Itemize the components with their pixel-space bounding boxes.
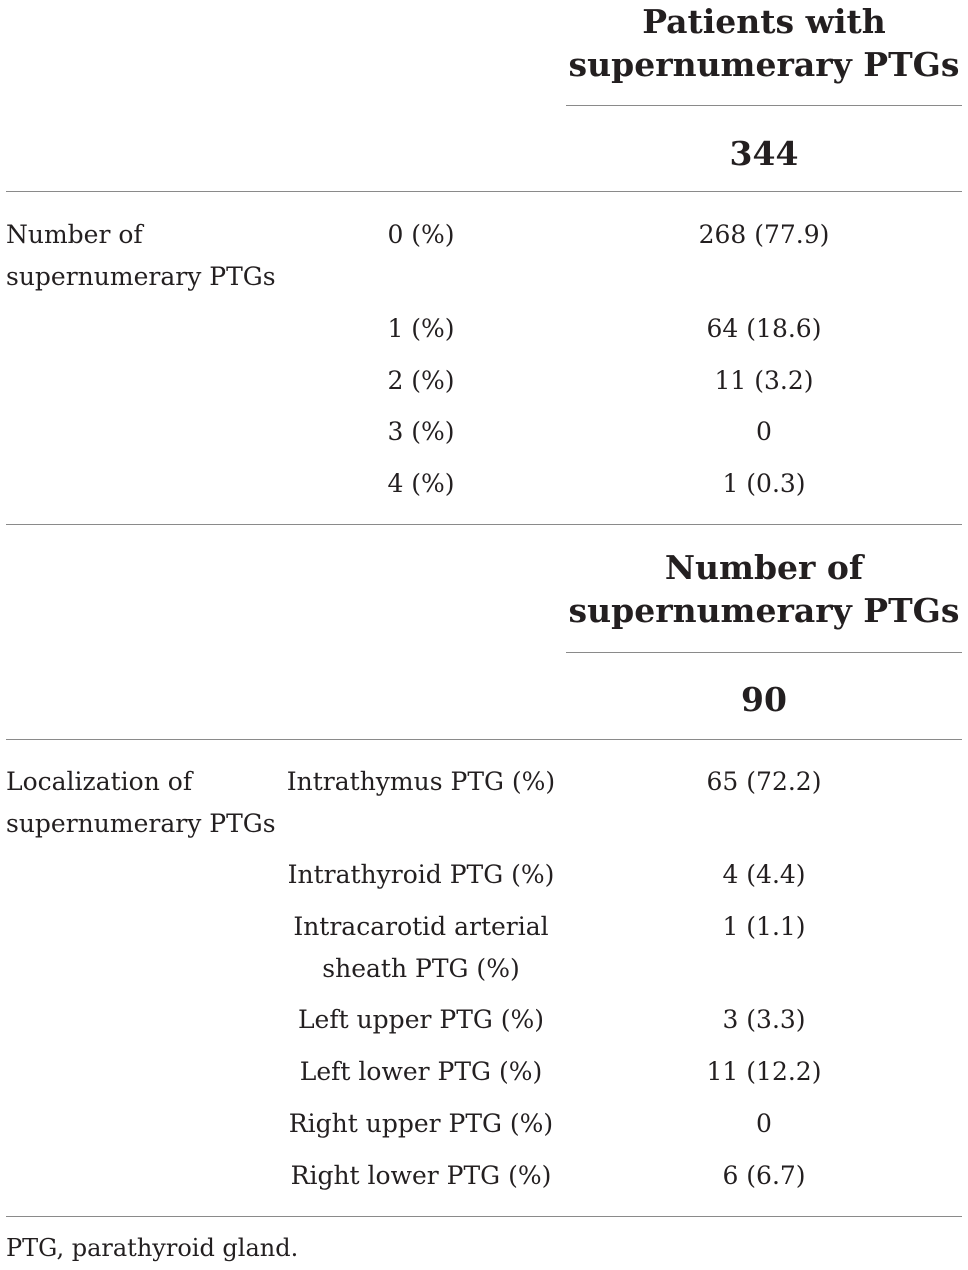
section2-header-line1: Number of <box>664 548 864 587</box>
table-cell-category: 0 (%) <box>387 220 455 249</box>
section1-top-rule <box>6 191 962 192</box>
table-cell-value: 11 (3.2) <box>714 366 814 395</box>
table-cell-value: 65 (72.2) <box>706 767 822 796</box>
table-cell-category: Intrathymus PTG (%) <box>286 767 556 796</box>
section1-row-label-line2: supernumerary PTGs <box>6 262 276 291</box>
table-cell-value: 268 (77.9) <box>698 220 830 249</box>
table-cell-category: 1 (%) <box>387 314 455 343</box>
section2-header-rule <box>566 652 962 653</box>
table-cell-category: Intrathyroid PTG (%) <box>287 860 555 889</box>
category-line2: sheath PTG (%) <box>322 954 520 983</box>
section1-header-line2: supernumerary PTGs <box>568 45 960 84</box>
table-footnote: PTG, parathyroid gland. <box>6 1234 299 1262</box>
section1-header: Patients with supernumerary PTGs <box>566 0 962 86</box>
section2-header: Number of supernumerary PTGs <box>566 546 962 632</box>
section1-header-rule <box>566 105 962 106</box>
section2-row-label-line1: Localization of <box>6 767 193 796</box>
table-cell-category: Left lower PTG (%) <box>299 1057 543 1086</box>
table-cell-value: 6 (6.7) <box>722 1161 806 1190</box>
section1-row-label: Number of supernumerary PTGs <box>6 214 276 298</box>
table-bottom-rule <box>6 1216 962 1217</box>
section2-total: 90 <box>741 680 787 719</box>
table-cell-category: 2 (%) <box>387 366 455 395</box>
table-cell-value: 0 <box>756 417 772 446</box>
table-cell-value: 4 (4.4) <box>722 860 806 889</box>
table-cell-value: 1 (1.1) <box>722 912 806 941</box>
section1-total: 344 <box>729 134 799 173</box>
table-cell-value: 3 (3.3) <box>722 1005 806 1034</box>
section1-row-label-line1: Number of <box>6 220 143 249</box>
section1-header-line1: Patients with <box>642 2 886 41</box>
section-divider-rule <box>6 524 962 525</box>
table-cell-category-multiline: Intracarotid arterial sheath PTG (%) <box>276 906 566 990</box>
section2-top-rule <box>6 739 962 740</box>
table-cell-category: Right upper PTG (%) <box>288 1109 554 1138</box>
table-cell-category: 3 (%) <box>387 417 455 446</box>
section2-row-label-line2: supernumerary PTGs <box>6 809 276 838</box>
table-cell-category: 4 (%) <box>387 469 455 498</box>
table-cell-value: 0 <box>756 1109 772 1138</box>
table-cell-value: 11 (12.2) <box>706 1057 822 1086</box>
section2-header-line2: supernumerary PTGs <box>568 591 960 630</box>
table-cell-category: Right lower PTG (%) <box>290 1161 552 1190</box>
table-cell-value: 1 (0.3) <box>722 469 806 498</box>
table-cell-value: 64 (18.6) <box>706 314 822 343</box>
section2-row-label: Localization of supernumerary PTGs <box>6 761 276 845</box>
category-line1: Intracarotid arterial <box>293 912 549 941</box>
table-cell-category: Left upper PTG (%) <box>297 1005 545 1034</box>
